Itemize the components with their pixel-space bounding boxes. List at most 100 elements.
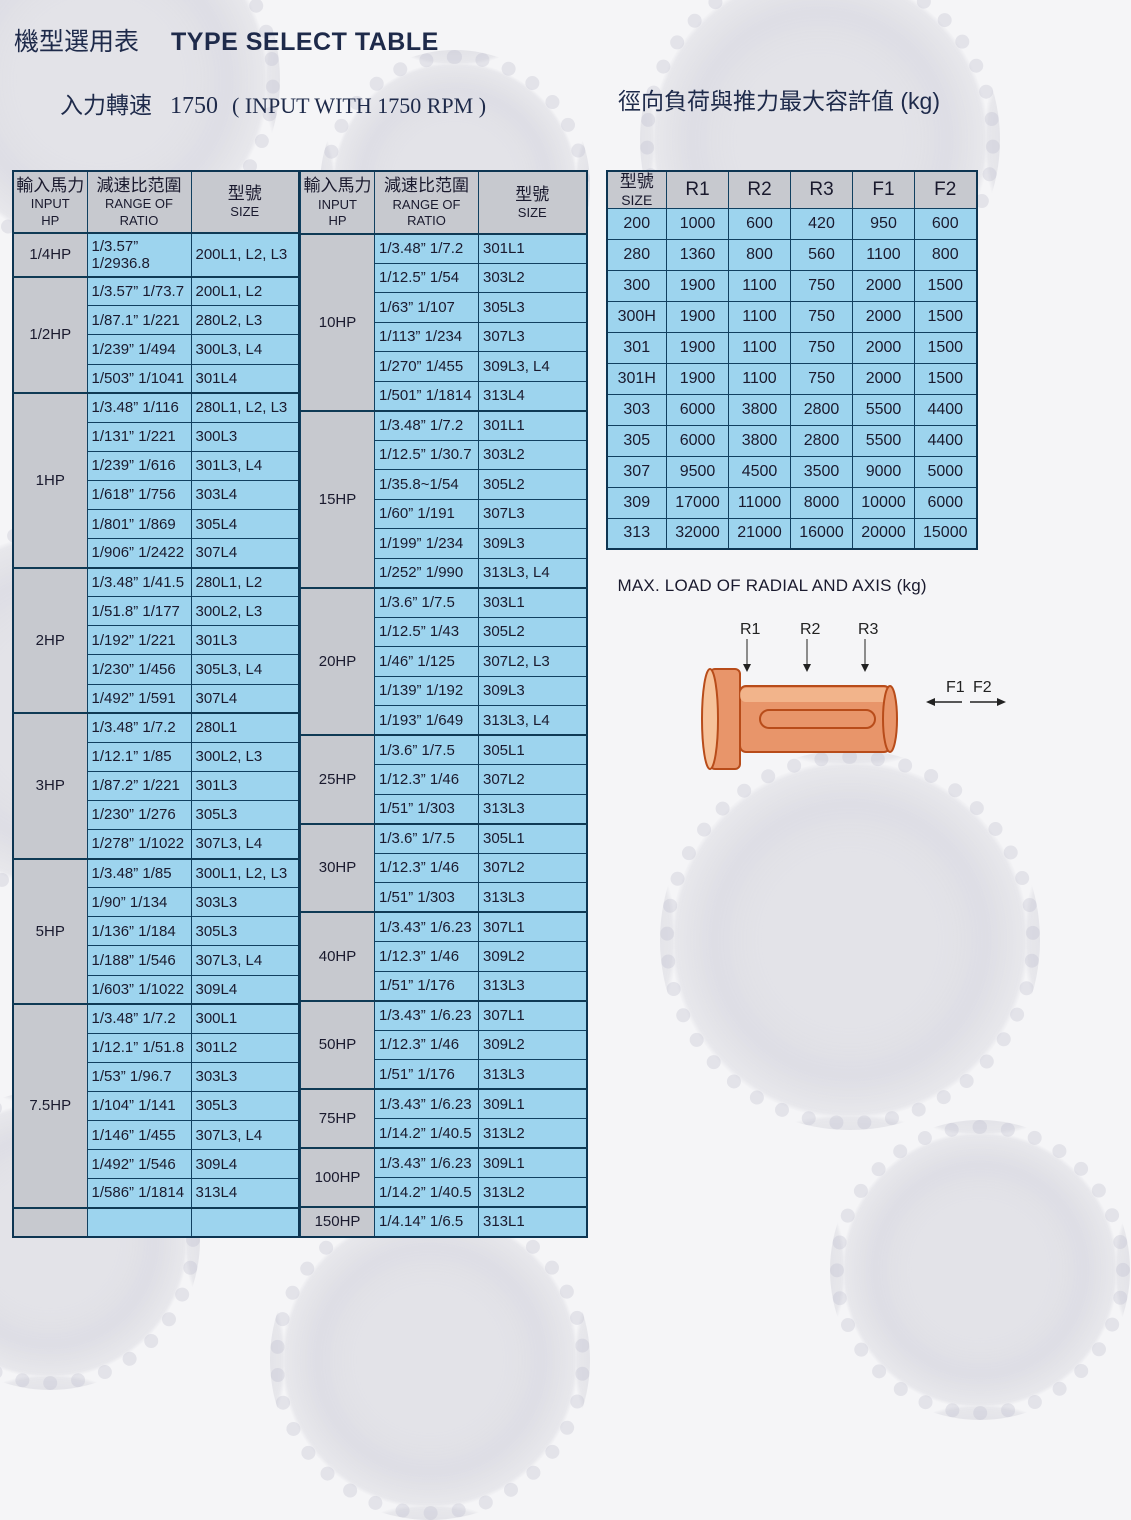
ratio-cell: 1/618” 1/756	[87, 480, 191, 509]
hp-cell: 100HP	[301, 1148, 375, 1207]
right-title: 徑向負荷與推力最大容許值 (kg)	[618, 82, 940, 116]
size-cell: 313L2	[479, 1178, 587, 1208]
size-cell: 309L1	[479, 1089, 587, 1119]
load-cell: 950	[853, 208, 915, 239]
load-cell: 1100	[729, 332, 791, 363]
ratio-cell: 1/3.48” 1/41.5	[87, 568, 191, 597]
size-cell: 307L2	[479, 765, 587, 795]
table-row: 15HP1/3.48” 1/7.2301L1	[301, 411, 587, 441]
load-cell: 2800	[791, 394, 853, 425]
diag-f1: F1	[946, 679, 965, 696]
diag-r1: R1	[740, 621, 761, 638]
table-row: 100HP1/3.43” 1/6.23309L1	[301, 1148, 587, 1178]
size-cell: 303L3	[191, 1062, 299, 1091]
size-cell: 307L4	[191, 684, 299, 713]
subtitle-en: ( INPUT WITH 1750 RPM )	[232, 93, 486, 119]
ratio-cell: 1/139” 1/192	[375, 676, 479, 706]
size-cell: 305L3	[191, 1091, 299, 1120]
table-row: 2HP1/3.48” 1/41.5280L1, L2	[13, 568, 299, 597]
hp-cell: 10HP	[301, 234, 375, 411]
load-cell: 280	[607, 239, 667, 270]
size-cell: 313L3	[479, 794, 587, 824]
table-row: 40HP1/3.43” 1/6.23307L1	[301, 912, 587, 942]
load-cell: 1360	[667, 239, 729, 270]
load-cell: 1100	[853, 239, 915, 270]
diag-r3: R3	[858, 621, 879, 638]
ratio-cell: 1/90” 1/134	[87, 888, 191, 917]
load-cell: 600	[729, 208, 791, 239]
ratio-cell: 1/3.6” 1/7.5	[375, 824, 479, 854]
size-cell: 313L3	[479, 883, 587, 913]
ratio-cell: 1/3.57” 1/2936.8	[87, 233, 191, 277]
table-row: 30795004500350090005000	[607, 456, 977, 487]
ratio-cell: 1/503” 1/1041	[87, 364, 191, 393]
load-cell: 6000	[667, 394, 729, 425]
load-cell: 5500	[853, 394, 915, 425]
size-cell: 309L4	[191, 975, 299, 1004]
diag-r2: R2	[800, 621, 821, 638]
ratio-cell: 1/3.43” 1/6.23	[375, 1089, 479, 1119]
size-cell: 300L3, L4	[191, 335, 299, 364]
title-en: TYPE SELECT TABLE	[171, 28, 439, 57]
hp-cell	[13, 1208, 87, 1237]
ratio-cell: 1/3.6” 1/7.5	[375, 735, 479, 765]
load-cell: 300	[607, 270, 667, 301]
ratio-cell: 1/501” 1/1814	[375, 381, 479, 411]
hp-cell: 15HP	[301, 411, 375, 588]
size-cell: 307L2, L3	[479, 647, 587, 677]
ratio-cell: 1/192” 1/221	[87, 626, 191, 655]
load-cell: 2000	[853, 270, 915, 301]
load-cell: 1500	[915, 301, 977, 332]
ratio-cell: 1/492” 1/591	[87, 684, 191, 713]
load-cell: 3800	[729, 425, 791, 456]
table-row: 20HP1/3.6” 1/7.5303L1	[301, 588, 587, 618]
size-cell: 300L2, L3	[191, 597, 299, 626]
ratio-cell: 1/51” 1/303	[375, 883, 479, 913]
load-cell: 11000	[729, 487, 791, 518]
ratio-cell: 1/12.3” 1/46	[375, 765, 479, 795]
load-cell: 2000	[853, 363, 915, 394]
load-cell: 9000	[853, 456, 915, 487]
subtitle-num: 1750	[170, 93, 218, 120]
load-cell: 800	[729, 239, 791, 270]
load-cell: 5500	[853, 425, 915, 456]
ratio-cell: 1/46” 1/125	[375, 647, 479, 677]
size-cell: 300L1, L2, L3	[191, 859, 299, 888]
ratio-cell: 1/188” 1/546	[87, 946, 191, 975]
size-cell: 307L3	[479, 322, 587, 352]
table-row: 150HP1/4.14” 1/6.5313L1	[301, 1207, 587, 1237]
hp-cell: 75HP	[301, 1089, 375, 1148]
size-cell: 305L3	[479, 293, 587, 323]
hp-cell: 7.5HP	[13, 1004, 87, 1208]
size-cell: 307L3, L4	[191, 946, 299, 975]
ratio-cell: 1/12.3” 1/46	[375, 853, 479, 883]
ratio-cell: 1/51” 1/176	[375, 1060, 479, 1090]
hp-cell: 3HP	[13, 713, 87, 858]
ratio-cell: 1/3.48” 1/7.2	[87, 713, 191, 742]
load-cell: 560	[791, 239, 853, 270]
ratio-cell: 1/270” 1/455	[375, 352, 479, 382]
size-cell: 307L2	[479, 853, 587, 883]
size-cell: 303L1	[479, 588, 587, 618]
size-cell: 305L3, L4	[191, 655, 299, 684]
ratio-cell: 1/3.48” 1/7.2	[87, 1004, 191, 1033]
load-cell: 1500	[915, 270, 977, 301]
table-row: 7.5HP1/3.48” 1/7.2300L1	[13, 1004, 299, 1033]
size-cell	[191, 1208, 299, 1237]
size-cell: 305L3	[191, 917, 299, 946]
load-cell: 1900	[667, 301, 729, 332]
ratio-cell: 1/51” 1/303	[375, 794, 479, 824]
size-cell: 313L3, L4	[479, 558, 587, 588]
ratio-cell: 1/4.14” 1/6.5	[375, 1207, 479, 1237]
table-row: 301H1900110075020001500	[607, 363, 977, 394]
size-cell: 309L3	[479, 676, 587, 706]
load-cell: 1500	[915, 332, 977, 363]
table-row: 3HP1/3.48” 1/7.2280L1	[13, 713, 299, 742]
hp-cell: 5HP	[13, 859, 87, 1004]
load-cell: 303	[607, 394, 667, 425]
ratio-cell: 1/239” 1/494	[87, 335, 191, 364]
ratio-cell: 1/12.3” 1/46	[375, 1030, 479, 1060]
size-cell: 301L1	[479, 411, 587, 441]
ratio-cell: 1/35.8~1/54	[375, 470, 479, 500]
load-cell: 2800	[791, 425, 853, 456]
